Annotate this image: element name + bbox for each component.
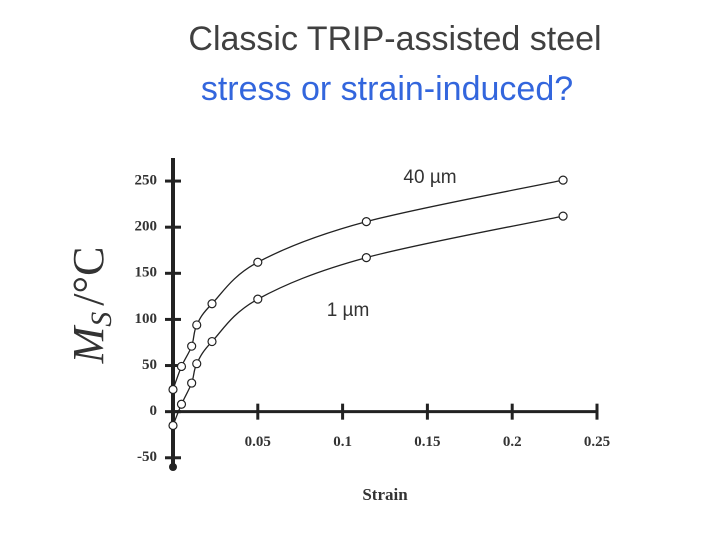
x-tick-label: 0.05 — [245, 434, 271, 450]
y-label-subscript: S — [85, 312, 118, 327]
y-tick-label: 150 — [135, 265, 158, 281]
data-point — [192, 359, 202, 369]
data-point — [192, 320, 202, 330]
y-axis-label: MS /°C — [64, 247, 118, 365]
data-point — [176, 361, 187, 372]
y-label-unit: /°C — [64, 247, 113, 306]
data-point — [558, 175, 568, 185]
data-point — [187, 341, 197, 351]
y-tick-label: -50 — [137, 449, 157, 465]
y-tick-label: 50 — [142, 357, 157, 373]
data-point — [168, 384, 178, 395]
slide-title: Classic TRIP-assisted steel — [188, 20, 601, 58]
x-axis-label: Strain — [362, 485, 408, 504]
y-tick-label: 100 — [135, 311, 158, 327]
data-point — [168, 420, 178, 431]
x-tick-label: 0.1 — [333, 434, 352, 450]
data-point — [361, 217, 371, 227]
data-point — [253, 257, 263, 267]
data-point — [207, 336, 217, 347]
data-point — [361, 253, 371, 263]
y-tick-label: 200 — [135, 219, 158, 235]
x-tick-label: 0.2 — [503, 434, 522, 450]
y-tick-label: 250 — [135, 172, 158, 188]
series-label: 40 µm — [403, 167, 456, 188]
data-point — [207, 299, 217, 309]
series-line — [172, 179, 564, 390]
y-tick-label: 0 — [150, 403, 158, 419]
data-point — [558, 211, 568, 221]
y-label-symbol: M — [64, 324, 113, 364]
data-point — [253, 294, 263, 304]
series-label: 1 µm — [327, 300, 370, 321]
x-tick-label: 0.15 — [414, 434, 440, 450]
axis-cap — [169, 463, 177, 471]
data-point — [187, 378, 197, 388]
data-point — [176, 399, 187, 409]
x-tick-label: 0.25 — [584, 434, 610, 450]
slide-subtitle: stress or strain-induced? — [201, 70, 573, 108]
